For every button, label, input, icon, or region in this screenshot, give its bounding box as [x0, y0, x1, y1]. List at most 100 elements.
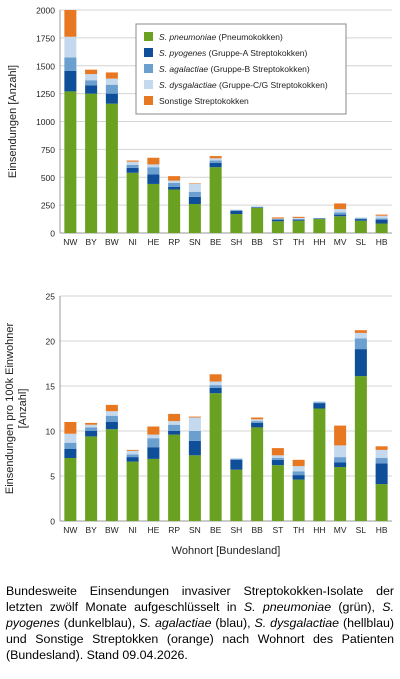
bar-segment: [271, 217, 284, 219]
bar-segment: [375, 446, 388, 450]
bar-segment: [64, 442, 77, 449]
y-tick-label: 0: [50, 517, 55, 527]
bar-segment: [188, 416, 201, 418]
bar-segment: [105, 404, 118, 412]
bar-segment: [230, 458, 243, 459]
bar-segment: [64, 91, 77, 234]
x-tick-label: SL: [356, 237, 367, 247]
y-tick-label: 500: [41, 173, 55, 183]
bar-segment: [209, 381, 222, 386]
x-tick-label: BY: [85, 525, 97, 535]
bar-segment: [188, 191, 201, 197]
legend-label-italic: S. pneumoniae: [159, 32, 216, 42]
bar-segment: [147, 183, 160, 233]
y-tick-label: 0: [50, 229, 55, 239]
y-tick-label: 750: [41, 145, 55, 155]
bar-segment: [126, 461, 139, 521]
bar-segment: [251, 207, 264, 233]
bar-segment: [251, 207, 264, 208]
bar-segment: [375, 223, 388, 233]
bar-segment: [334, 425, 347, 446]
y-tick-label: 1250: [36, 89, 55, 99]
bar-segment: [354, 217, 367, 219]
bar-segment: [85, 424, 98, 428]
x-tick-label: RP: [168, 525, 180, 535]
bar-segment: [188, 196, 201, 205]
bar-segment: [313, 219, 326, 233]
y-tick-label: 1750: [36, 33, 55, 43]
bar-segment: [292, 219, 305, 220]
figure-caption: Bundesweite Einsendungen invasiver Strep…: [6, 583, 394, 663]
x-tick-label: NI: [128, 525, 137, 535]
bar-segment: [147, 426, 160, 435]
bar-segment: [271, 448, 284, 456]
y-axis-label-line: [Anzahl]: [17, 389, 29, 429]
legend-label-rest: (Gruppe-C/G Streptokokken): [217, 80, 328, 90]
caption-italic-dysgalactiae: S. dysgalactiae: [254, 616, 340, 630]
legend-label: S. pneumoniae (Pneumokokken): [159, 32, 283, 42]
bar-segment: [168, 431, 181, 435]
bar-segment: [209, 167, 222, 233]
bar-segment: [334, 467, 347, 521]
bar-segment: [147, 447, 160, 459]
bar-segment: [375, 458, 388, 464]
bar-segment: [126, 172, 139, 233]
caption-italic-agalactiae: S. agalactiae: [139, 616, 212, 630]
bar-segment: [230, 210, 243, 215]
bar-segment: [251, 417, 264, 420]
legend-label-italic: S. pyogenes: [159, 48, 207, 58]
bar-segment: [147, 438, 160, 448]
x-tick-label: BB: [251, 525, 263, 535]
bar-segment: [271, 219, 284, 220]
bar-segment: [251, 206, 264, 207]
y-tick-label: 250: [41, 201, 55, 211]
y-axis-label: Einsendungen pro 100k Einwohner[Anzahl]: [4, 323, 29, 495]
bar-segment: [147, 434, 160, 439]
bar-segment: [105, 78, 118, 85]
bar-segment: [85, 80, 98, 86]
bar-segment: [168, 421, 181, 425]
y-tick-label: 5: [50, 472, 55, 482]
bar-segment: [168, 434, 181, 521]
legend-swatch: [144, 64, 153, 73]
bar-segment: [105, 72, 118, 79]
legend-label-rest: (Pneumokokken): [216, 32, 283, 42]
x-tick-label: NW: [63, 525, 77, 535]
x-tick-label: HE: [147, 237, 159, 247]
bar-segment: [168, 182, 181, 187]
bar-segment: [147, 174, 160, 184]
bar-segment: [292, 216, 305, 218]
bar-segment: [354, 338, 367, 350]
bar-segment: [375, 214, 388, 216]
legend-label: S. dysgalactiae (Gruppe-C/G Streptokokke…: [159, 80, 328, 90]
bar-segment: [292, 220, 305, 233]
bar-segment: [230, 209, 243, 211]
bar-segment: [334, 203, 347, 210]
caption-part-2: (grün),: [331, 600, 383, 614]
bar-segment: [334, 212, 347, 215]
y-tick-label: 10: [46, 427, 56, 437]
bar-segment: [64, 433, 77, 443]
legend-label: S. agalactiae (Gruppe-B Streptokokken): [159, 64, 310, 74]
bar-segment: [126, 160, 139, 162]
legend-label-italic: S. dysgalactiae: [159, 80, 217, 90]
x-tick-label: BW: [105, 237, 119, 247]
bar-segment: [126, 457, 139, 462]
legend-label-rest: (Gruppe-B Streptokokken): [208, 64, 310, 74]
bar-segment: [334, 216, 347, 233]
bar-segment: [354, 376, 367, 521]
x-tick-label: SL: [356, 525, 367, 535]
legend-swatch: [144, 48, 153, 57]
bar-segment: [64, 449, 77, 458]
bar-segment: [334, 214, 347, 217]
x-tick-label: MV: [334, 237, 347, 247]
bar-segment: [126, 450, 139, 455]
bar-segment: [168, 180, 181, 183]
bar-segment: [105, 93, 118, 104]
bar-segment: [105, 422, 118, 430]
bar-segment: [209, 385, 222, 388]
bar-segment: [168, 186, 181, 190]
bar-segment: [251, 421, 264, 423]
bar-segment: [271, 459, 284, 466]
bar-segment: [85, 427, 98, 431]
